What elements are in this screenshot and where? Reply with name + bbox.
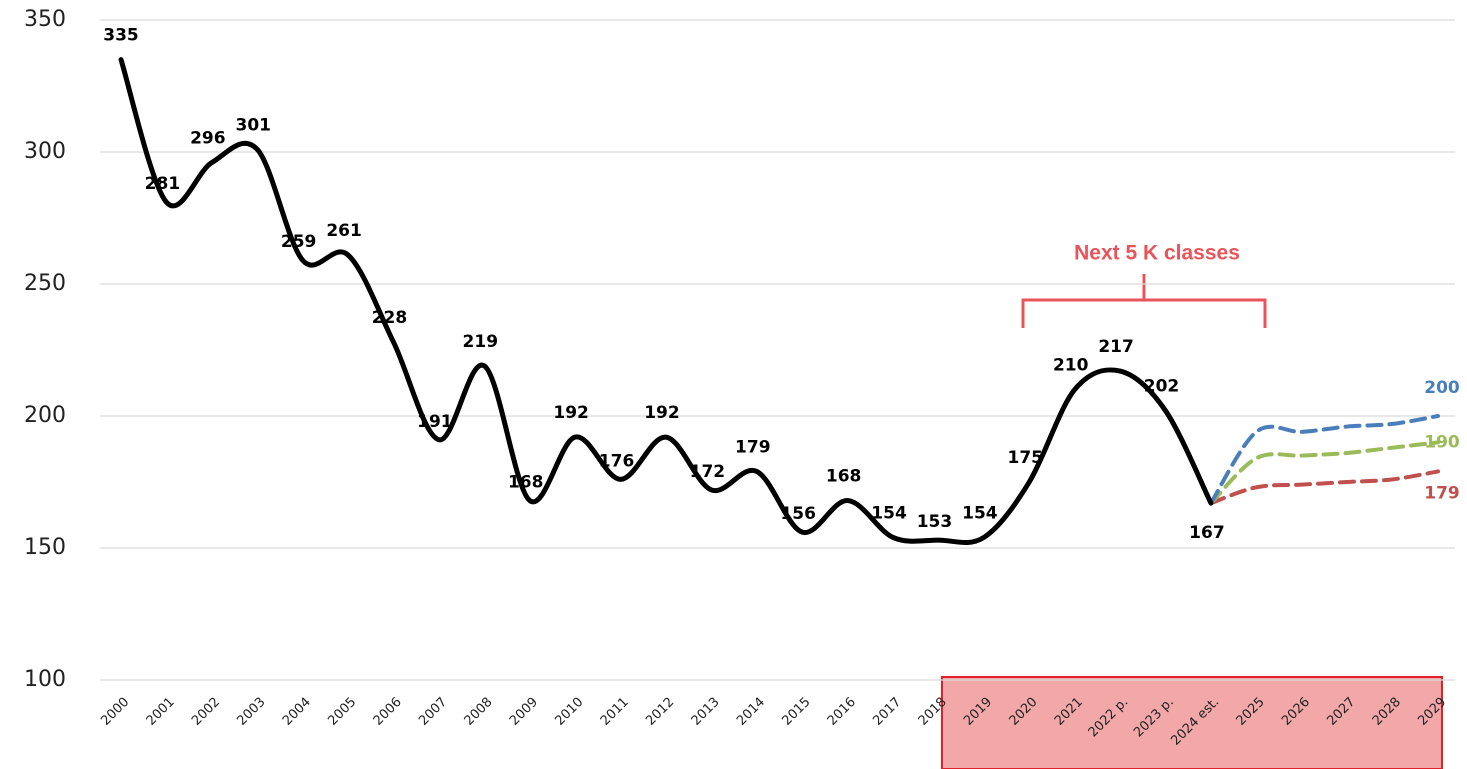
data-label: 296 — [190, 129, 226, 149]
data-label: 200 — [1424, 378, 1460, 398]
bracket — [1021, 274, 1267, 328]
data-label: 179 — [735, 437, 771, 457]
data-label: 192 — [553, 403, 589, 423]
data-label: 153 — [917, 512, 953, 532]
data-label: 228 — [372, 308, 408, 328]
x-tick-label: 2008 — [462, 695, 496, 729]
data-label: 167 — [1189, 523, 1225, 543]
data-label: 176 — [599, 451, 635, 471]
y-tick-label: 350 — [24, 7, 66, 32]
x-tick-label: 2005 — [325, 695, 359, 729]
data-label: 175 — [1008, 448, 1044, 468]
data-label: 154 — [962, 503, 998, 523]
x-tick-label: 2007 — [416, 695, 450, 729]
x-tick-label: 2017 — [870, 695, 904, 729]
y-tick-label: 100 — [24, 667, 66, 692]
data-label: 301 — [235, 115, 271, 135]
data-label: 192 — [644, 403, 680, 423]
highlight-box — [941, 676, 1443, 769]
data-label: 219 — [463, 332, 499, 352]
data-label: 190 — [1424, 432, 1460, 452]
x-tick-label: 2003 — [235, 695, 269, 729]
data-label: 168 — [826, 466, 862, 486]
x-tick-label: 2000 — [98, 695, 132, 729]
data-label: 259 — [281, 232, 317, 252]
x-tick-label: 2004 — [280, 695, 314, 729]
data-label: 156 — [780, 504, 816, 524]
y-tick-label: 300 — [24, 139, 66, 164]
data-label: 335 — [103, 26, 139, 46]
x-tick-label: 2016 — [825, 695, 859, 729]
data-label: 261 — [326, 221, 362, 241]
data-label: 172 — [690, 462, 726, 482]
line-series — [1208, 469, 1440, 506]
x-tick-label: 2001 — [144, 695, 178, 729]
x-tick-label: 2006 — [371, 695, 405, 729]
annotation: Next 5 K classes — [1074, 242, 1240, 265]
data-label: 179 — [1424, 483, 1460, 503]
x-tick-label: 2012 — [643, 695, 677, 729]
data-label: 154 — [871, 503, 907, 523]
y-tick-label: 150 — [24, 535, 66, 560]
y-tick-label: 250 — [24, 271, 66, 296]
x-tick-label: 2002 — [189, 695, 223, 729]
line-series — [1208, 440, 1440, 506]
data-label: 202 — [1144, 377, 1180, 397]
x-tick-label: 2011 — [598, 695, 632, 729]
x-tick-label: 2010 — [552, 695, 586, 729]
x-tick-label: 2013 — [689, 695, 723, 729]
line-series — [1208, 414, 1440, 506]
data-label: 191 — [417, 412, 453, 432]
data-label: 168 — [508, 472, 544, 492]
x-tick-label: 2015 — [780, 695, 814, 729]
data-label: 217 — [1098, 337, 1134, 357]
x-tick-label: 2009 — [507, 695, 541, 729]
data-label: 281 — [145, 174, 181, 194]
data-label: 210 — [1053, 356, 1089, 376]
y-tick-label: 200 — [24, 403, 66, 428]
x-tick-label: 2014 — [734, 695, 768, 729]
line-series — [118, 57, 1214, 546]
